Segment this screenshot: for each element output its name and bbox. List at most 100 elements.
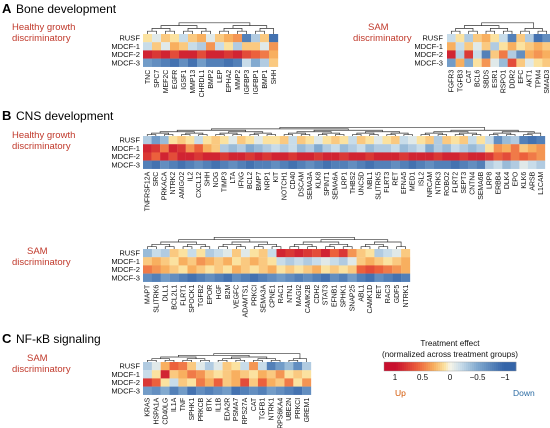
- column-label: FGFR3: [449, 70, 456, 93]
- heatmap-cell: [519, 136, 529, 145]
- column-label: LRP1: [341, 172, 348, 189]
- heatmap-cell: [143, 378, 152, 387]
- legend-swatch: [430, 362, 433, 371]
- heatmap-cell: [143, 136, 152, 145]
- dendrogram-branch: [360, 246, 371, 249]
- column-label: MAPT: [145, 284, 152, 304]
- column-label: ISL2: [418, 172, 425, 186]
- heatmap-cell: [202, 152, 212, 161]
- heatmap-cell: [222, 362, 232, 371]
- panel-c-header: C NF-κB signaling: [2, 331, 101, 346]
- heatmap-cell: [294, 265, 304, 274]
- column-label: ADAMTS1: [243, 285, 250, 318]
- heatmap-cell: [185, 160, 195, 169]
- heatmap-cell: [510, 144, 520, 153]
- heatmap-cell: [267, 273, 277, 282]
- panel-title-a: Bone development: [16, 2, 117, 16]
- column-label: MED1: [410, 172, 417, 191]
- heatmap-cell: [160, 136, 169, 145]
- dendrogram-branch: [151, 132, 170, 135]
- heatmap-cell: [269, 50, 279, 59]
- heatmap-cell: [204, 362, 214, 371]
- legend-swatch: [436, 362, 439, 371]
- heatmap-cell: [294, 249, 304, 258]
- heatmap-cell: [152, 58, 162, 67]
- heatmap-cell: [224, 58, 234, 67]
- heatmap-cell: [215, 50, 225, 59]
- heatmap-cell: [257, 386, 267, 395]
- panel-title-c: NF-κB signaling: [16, 332, 101, 346]
- legend-swatch: [486, 362, 489, 371]
- heatmap-cell: [169, 273, 179, 282]
- heatmap-cell: [383, 257, 393, 266]
- heatmap-cell: [143, 50, 153, 59]
- dendrogram-branch: [270, 359, 281, 362]
- legend-swatch: [396, 362, 399, 371]
- heatmap-cell: [267, 249, 277, 258]
- heatmap-cell: [347, 249, 357, 258]
- heatmap-cell: [392, 265, 402, 274]
- legend-swatch: [462, 362, 465, 371]
- heatmap-cell: [224, 34, 234, 43]
- heatmap-cell: [490, 58, 500, 67]
- column-label: ROBO2: [444, 172, 451, 196]
- heatmap-cell: [493, 144, 503, 153]
- column-label: PSMA7: [233, 398, 240, 422]
- heatmap-cell: [185, 136, 195, 145]
- heatmap-cell: [356, 152, 366, 161]
- heatmap-cell: [542, 34, 550, 43]
- heatmap-cell: [322, 144, 332, 153]
- heatmap-cell: [302, 378, 312, 387]
- legend-swatch: [408, 362, 411, 371]
- column-label: SHH: [271, 70, 278, 85]
- column-label: NOTCH1: [281, 172, 288, 200]
- column-label: TNF: [180, 398, 187, 411]
- heatmap-cell: [187, 249, 197, 258]
- heatmap-cell: [242, 34, 252, 43]
- heatmap-cell: [254, 144, 263, 153]
- column-label: CAMK2B: [305, 284, 312, 313]
- column-label: DLK4: [504, 172, 511, 189]
- heatmap-cell: [481, 34, 491, 43]
- dendrogram-branch: [271, 246, 282, 249]
- legend-swatch: [410, 362, 413, 371]
- heatmap-cell: [151, 144, 161, 153]
- column-label: STAT3: [323, 285, 330, 306]
- heatmap-cell: [151, 249, 161, 258]
- column-label: BCL6: [475, 70, 482, 87]
- heatmap-cell: [160, 160, 169, 169]
- heatmap-cell: [219, 144, 229, 153]
- column-label: BCL2L1: [171, 285, 178, 310]
- dendrogram-branch: [481, 22, 535, 26]
- heatmap-cell: [249, 249, 259, 258]
- heatmap-cell: [279, 136, 289, 145]
- legend-swatch: [472, 362, 475, 371]
- heatmap-cell: [258, 257, 268, 266]
- heatmap-cell: [490, 50, 500, 59]
- dendrogram-branch: [259, 28, 274, 32]
- column-label: NBL1: [367, 172, 374, 189]
- heatmap-cell: [331, 160, 340, 169]
- heatmap-cell: [266, 386, 276, 395]
- dendrogram-branch: [223, 28, 243, 32]
- column-label: ABL1: [358, 285, 365, 302]
- heatmap-cell: [312, 249, 322, 258]
- row-label: MDCF-2: [111, 378, 140, 387]
- heatmap-cell: [266, 370, 276, 379]
- heatmap-cell: [168, 160, 178, 169]
- heatmap-cell: [447, 34, 456, 43]
- group-label-line: Healthy growth: [12, 130, 75, 141]
- legend-swatch: [390, 362, 393, 371]
- dendrogram-branch: [151, 28, 171, 32]
- legend-swatch: [494, 362, 497, 371]
- heatmap-cell: [527, 144, 537, 153]
- legend-swatch: [450, 362, 453, 371]
- column-label: RPS6KA4: [277, 398, 284, 428]
- dendrogram-branch: [266, 134, 276, 136]
- heatmap-cell: [516, 34, 526, 43]
- dendrogram-branch: [537, 30, 548, 34]
- legend-swatch: [422, 362, 425, 371]
- heatmap-cell: [237, 152, 246, 161]
